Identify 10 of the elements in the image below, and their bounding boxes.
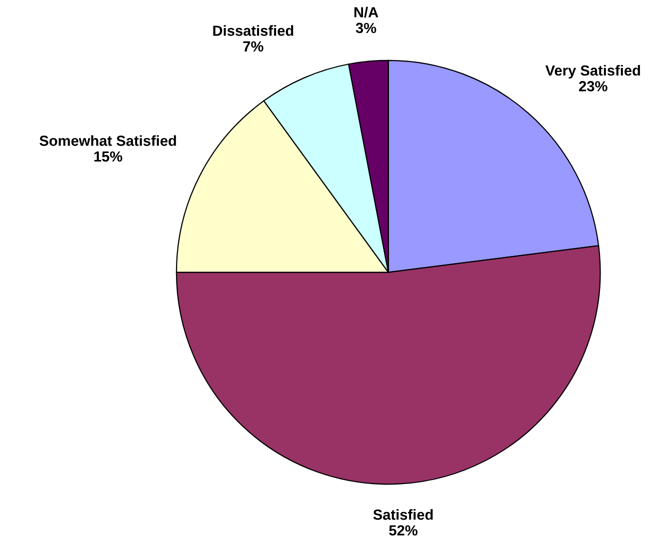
slice-label: Satisfied <box>373 509 433 520</box>
slice-label: Very Satisfied <box>545 64 640 79</box>
slice-label: Somewhat Satisfied <box>40 135 176 146</box>
slice-label: Dissatisfied <box>213 25 294 36</box>
data-label: 7% <box>243 41 264 52</box>
data-label: 52% <box>389 525 418 536</box>
data-label: 23% <box>579 81 608 92</box>
data-label: 15% <box>94 151 122 162</box>
data-label: 3% <box>356 22 376 34</box>
slice-label: N/A <box>354 6 378 18</box>
